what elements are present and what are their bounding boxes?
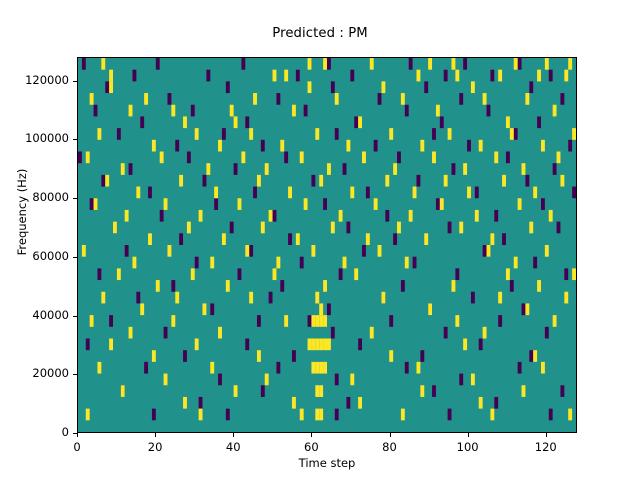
y-tick-mark (73, 374, 77, 376)
y-tick-label: 0 (61, 425, 69, 439)
x-tick-label: 80 (382, 440, 397, 454)
y-tick-label: 100000 (25, 131, 69, 146)
y-tick-label: 40000 (32, 307, 69, 322)
y-tick-mark (73, 433, 77, 435)
y-tick-mark (73, 198, 77, 200)
x-tick-label: 0 (73, 440, 81, 454)
y-tick-mark (73, 315, 77, 317)
x-tick-label: 40 (225, 440, 241, 454)
x-tick-mark (389, 433, 391, 437)
y-tick-label: 60000 (32, 248, 69, 263)
y-tick-mark (73, 139, 77, 141)
y-tick-label: 120000 (25, 72, 69, 87)
y-tick-label: 20000 (32, 366, 69, 381)
y-tick-mark (73, 80, 77, 82)
y-axis-label: Frequency (Hz) (15, 168, 29, 256)
x-tick-mark (155, 433, 157, 437)
x-tick-mark (77, 433, 79, 437)
x-tick-label: 100 (456, 440, 479, 454)
chart-title: Predicted : PM (272, 26, 368, 41)
x-tick-mark (545, 433, 547, 437)
x-tick-mark (233, 433, 235, 437)
x-tick-label: 20 (147, 440, 163, 454)
y-tick-mark (73, 256, 77, 258)
x-axis-label: Time step (298, 456, 356, 470)
x-tick-label: 120 (534, 440, 557, 454)
y-tick-label: 80000 (32, 190, 69, 204)
heatmap-axes (77, 57, 577, 433)
x-tick-mark (467, 433, 469, 437)
x-tick-label: 60 (304, 440, 319, 454)
heatmap-image (78, 58, 576, 432)
x-tick-mark (311, 433, 313, 437)
